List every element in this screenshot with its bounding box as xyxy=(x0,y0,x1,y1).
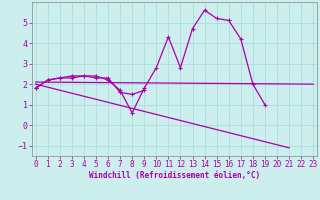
X-axis label: Windchill (Refroidissement éolien,°C): Windchill (Refroidissement éolien,°C) xyxy=(89,171,260,180)
